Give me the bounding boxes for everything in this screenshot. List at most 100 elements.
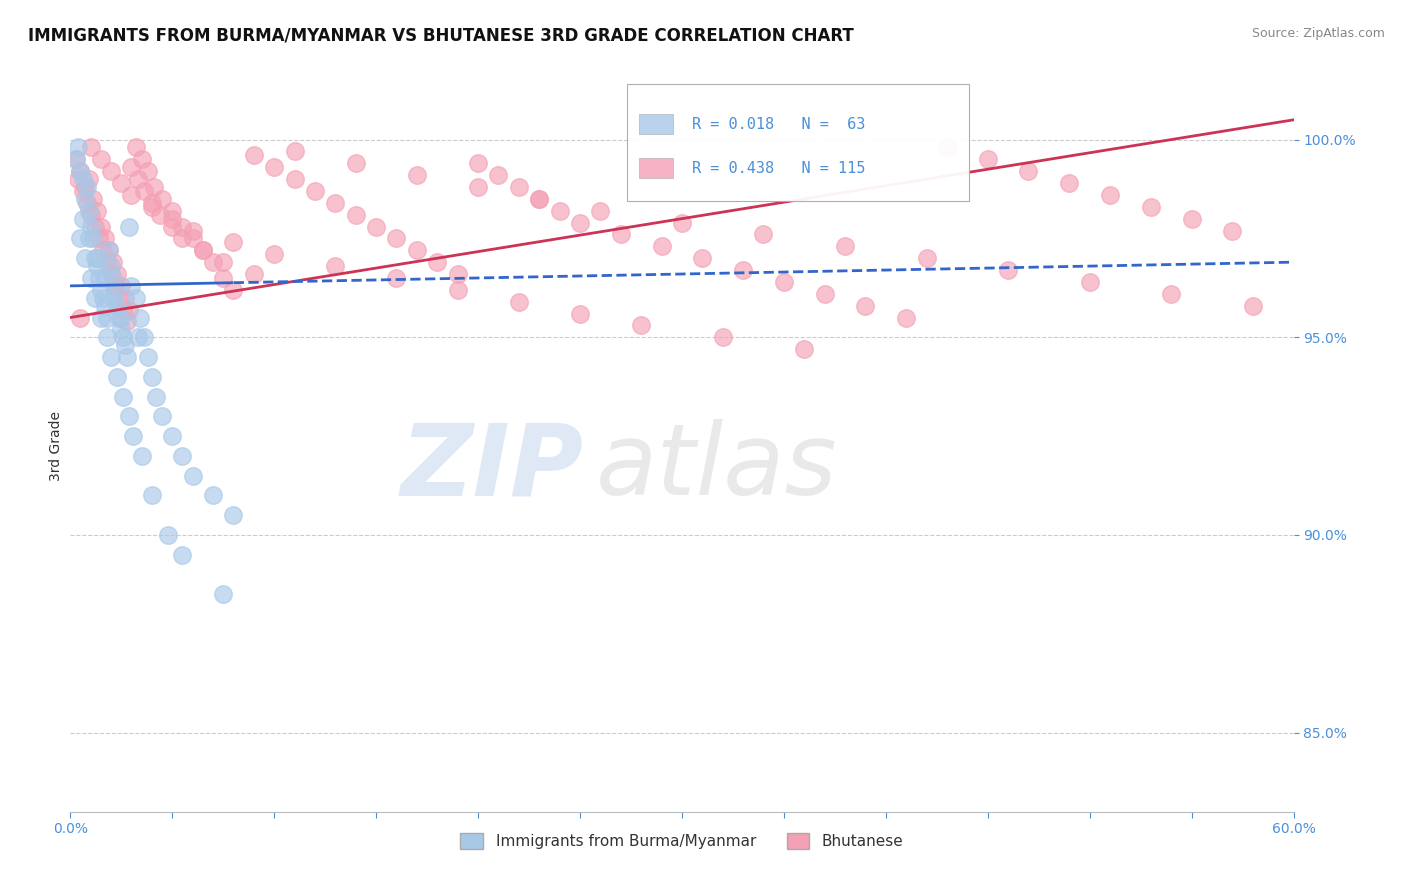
Point [344,156,367,170]
Point [101,291,124,305]
Point [447,267,470,281]
Point [73,251,96,265]
Point [110,278,132,293]
Point [90,153,112,167]
Point [69,164,91,178]
Point [69,310,91,325]
Point [65,153,87,167]
Point [72,184,94,198]
Point [568,216,592,230]
Point [96,310,118,325]
Point [406,244,429,258]
Y-axis label: 3rd Grade: 3rd Grade [49,411,63,481]
Point [976,153,998,167]
Point [149,208,172,222]
Point [548,203,571,218]
Point [101,255,124,269]
Point [284,172,307,186]
Point [105,369,128,384]
Point [997,263,1019,277]
Point [589,203,612,218]
Point [77,172,100,186]
Point [894,310,917,325]
Point [141,488,163,502]
Point [83,219,105,234]
Point [426,255,449,269]
Point [69,231,91,245]
Point [162,203,183,218]
Point [100,259,122,273]
Point [1181,211,1204,226]
Point [142,180,165,194]
Point [101,271,124,285]
Text: atlas: atlas [596,419,838,516]
Point [94,271,117,285]
Point [110,322,132,336]
Point [124,291,146,305]
Point [112,390,135,404]
Point [610,227,633,242]
Point [94,231,117,245]
Point [117,314,139,328]
Point [73,192,96,206]
Point [157,528,180,542]
Point [110,176,132,190]
Point [96,255,118,269]
Point [117,350,139,364]
Point [90,310,112,325]
Point [936,140,959,154]
Point [385,271,408,285]
Point [104,278,127,293]
Point [1139,200,1161,214]
Point [162,211,183,226]
Point [118,409,141,424]
Point [114,338,136,352]
Point [529,192,551,206]
Point [263,161,285,175]
Point [112,302,135,317]
Point [1078,275,1101,289]
Point [263,247,285,261]
Point [131,449,153,463]
Point [1099,188,1122,202]
Point [127,172,149,186]
Point [181,468,204,483]
Point [855,299,877,313]
Point [508,180,530,194]
Point [162,219,183,234]
Point [91,244,114,258]
Point [773,275,796,289]
Point [128,310,150,325]
Point [112,330,135,344]
Point [100,267,122,281]
Point [72,172,94,186]
Point [105,299,128,313]
Point [202,255,225,269]
Point [344,208,367,222]
Point [121,278,143,293]
Point [1057,176,1080,190]
Point [121,188,143,202]
Point [98,244,121,258]
Point [90,283,112,297]
Point [150,409,173,424]
Point [323,259,347,273]
Point [222,283,245,297]
Point [127,330,149,344]
Point [650,239,672,253]
Point [122,429,145,443]
Point [136,164,159,178]
Point [77,203,100,218]
Point [86,259,108,273]
Point [529,192,551,206]
Point [118,302,141,317]
Point [79,219,103,234]
Point [141,369,163,384]
Point [172,449,194,463]
Point [243,267,266,281]
Point [630,318,652,333]
Point [508,294,530,309]
Point [304,184,326,198]
Point [121,161,143,175]
Point [385,231,408,245]
